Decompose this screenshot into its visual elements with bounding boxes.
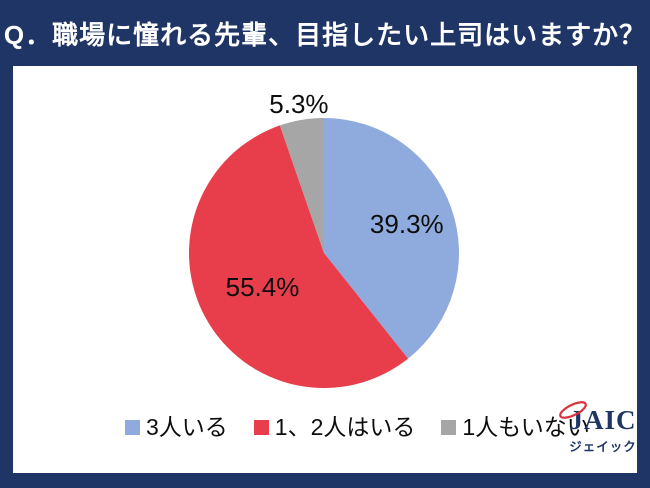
pie-data-label-2: 5.3% <box>269 89 328 119</box>
legend-swatch-gray-icon <box>441 419 457 435</box>
jaic-logo-subtext: ジェイック <box>569 440 637 454</box>
legend-swatch-red-icon <box>253 419 269 435</box>
legend-item-none: 1人もいない <box>441 413 590 440</box>
pie-slice-2 <box>279 118 324 253</box>
question-title: Q．職場に憧れる先輩、目指したい上司はいますか？ <box>3 19 647 50</box>
legend-swatch-blue-icon <box>125 419 140 435</box>
legend-item-3-or-more: 3人いる <box>125 413 228 440</box>
legend-item-1-or-2: 1、2人はいる <box>253 413 416 440</box>
chart-panel: 39.3% 55.4% 5.3% 3人いる 1、2人はいる 1人もいない JAIC <box>13 66 637 473</box>
legend-label: 1人もいない <box>462 413 590 440</box>
pie-slice-1 <box>188 125 409 389</box>
pie-data-label-0: 39.3% <box>370 209 444 239</box>
pie-data-label-1: 55.4% <box>226 272 300 302</box>
pie-slice-0 <box>324 118 460 359</box>
legend-label: 3人いる <box>146 413 228 440</box>
legend-label: 1、2人はいる <box>274 413 416 440</box>
header-band: Q．職場に憧れる先輩、目指したい上司はいますか？ <box>0 0 650 66</box>
jaic-logo-text: JAIC <box>559 401 644 435</box>
jaic-logo: JAIC ジェイック <box>559 401 644 455</box>
chart-legend: 3人いる 1、2人はいる 1人もいない <box>125 412 590 442</box>
pie-chart: 39.3% 55.4% 5.3% <box>188 89 460 389</box>
jaic-logo-word: JAIC <box>569 405 637 435</box>
